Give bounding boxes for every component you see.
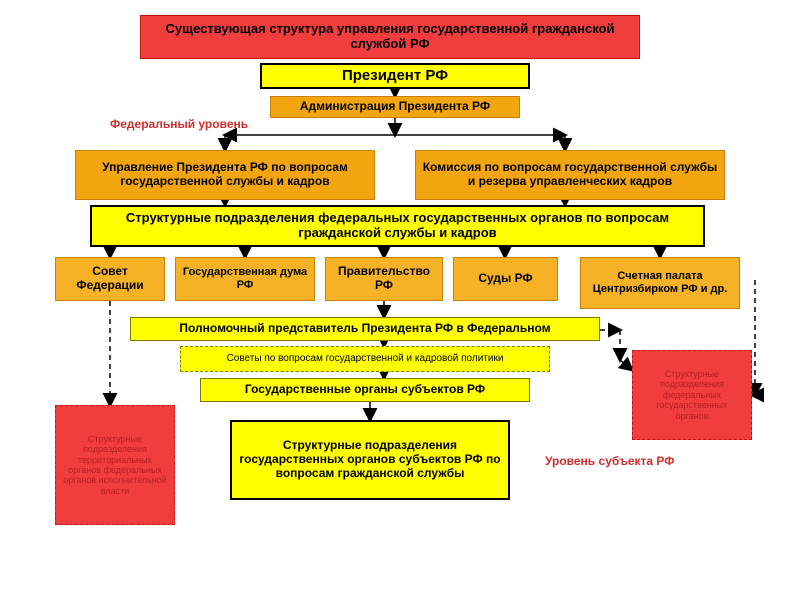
node-polnomochny: Полномочный представитель Президента РФ … xyxy=(130,317,600,341)
node-schetnaya-text: Счетная палата Центризбирком РФ и др. xyxy=(587,270,733,295)
node-pravitelstvo-text: Правительство РФ xyxy=(332,265,436,293)
node-schetnaya: Счетная палата Центризбирком РФ и др. xyxy=(580,257,740,309)
node-sovet_fed: Совет Федерации xyxy=(55,257,165,301)
node-sovet_fed-text: Совет Федерации xyxy=(62,265,158,293)
node-administration: Администрация Президента РФ xyxy=(270,96,520,118)
node-sudi: Суды РФ xyxy=(453,257,558,301)
node-struktur_terr-text: Структурные подразделения территориальны… xyxy=(62,434,168,496)
node-upravlenie: Управление Президента РФ по вопросам гос… xyxy=(75,150,375,200)
node-komissiya: Комиссия по вопросам государственной слу… xyxy=(415,150,725,200)
node-title: Существующая структура управления госуда… xyxy=(140,15,640,59)
node-administration-text: Администрация Президента РФ xyxy=(300,100,490,114)
label-fed_level-text: Федеральный уровень xyxy=(110,117,248,131)
node-gos_duma: Государственная дума РФ xyxy=(175,257,315,301)
node-sovety-text: Советы по вопросам государственной и кад… xyxy=(227,353,504,365)
node-gos_duma-text: Государственная дума РФ xyxy=(182,266,308,291)
node-pravitelstvo: Правительство РФ xyxy=(325,257,443,301)
node-title-text: Существующая структура управления госуда… xyxy=(147,22,633,52)
node-struktur_fed_small: Структурные подразделения федеральных го… xyxy=(632,350,752,440)
node-struktur_gos_sub-text: Структурные подразделения государственны… xyxy=(238,439,502,480)
label-sub_level-text: Уровень субъекта РФ xyxy=(545,454,675,468)
node-struktur_federal-text: Структурные подразделения федеральных го… xyxy=(98,211,697,241)
node-sovety: Советы по вопросам государственной и кад… xyxy=(180,346,550,372)
node-president-text: Президент РФ xyxy=(342,67,448,84)
edge-22 xyxy=(620,360,632,370)
label-sub_level: Уровень субъекта РФ xyxy=(545,455,705,469)
node-president: Президент РФ xyxy=(260,63,530,89)
node-struktur_fed_small-text: Структурные подразделения федеральных го… xyxy=(639,369,745,421)
node-gos_organy_sub: Государственные органы субъектов РФ xyxy=(200,378,530,402)
node-komissiya-text: Комиссия по вопросам государственной слу… xyxy=(422,161,718,189)
node-upravlenie-text: Управление Президента РФ по вопросам гос… xyxy=(82,161,368,189)
label-fed_level: Федеральный уровень xyxy=(110,118,250,132)
node-sudi-text: Суды РФ xyxy=(478,272,532,286)
node-gos_organy_sub-text: Государственные органы субъектов РФ xyxy=(245,383,485,397)
node-polnomochny-text: Полномочный представитель Президента РФ … xyxy=(179,322,550,336)
node-struktur_terr: Структурные подразделения территориальны… xyxy=(55,405,175,525)
node-struktur_federal: Структурные подразделения федеральных го… xyxy=(90,205,705,247)
node-struktur_gos_sub: Структурные подразделения государственны… xyxy=(230,420,510,500)
